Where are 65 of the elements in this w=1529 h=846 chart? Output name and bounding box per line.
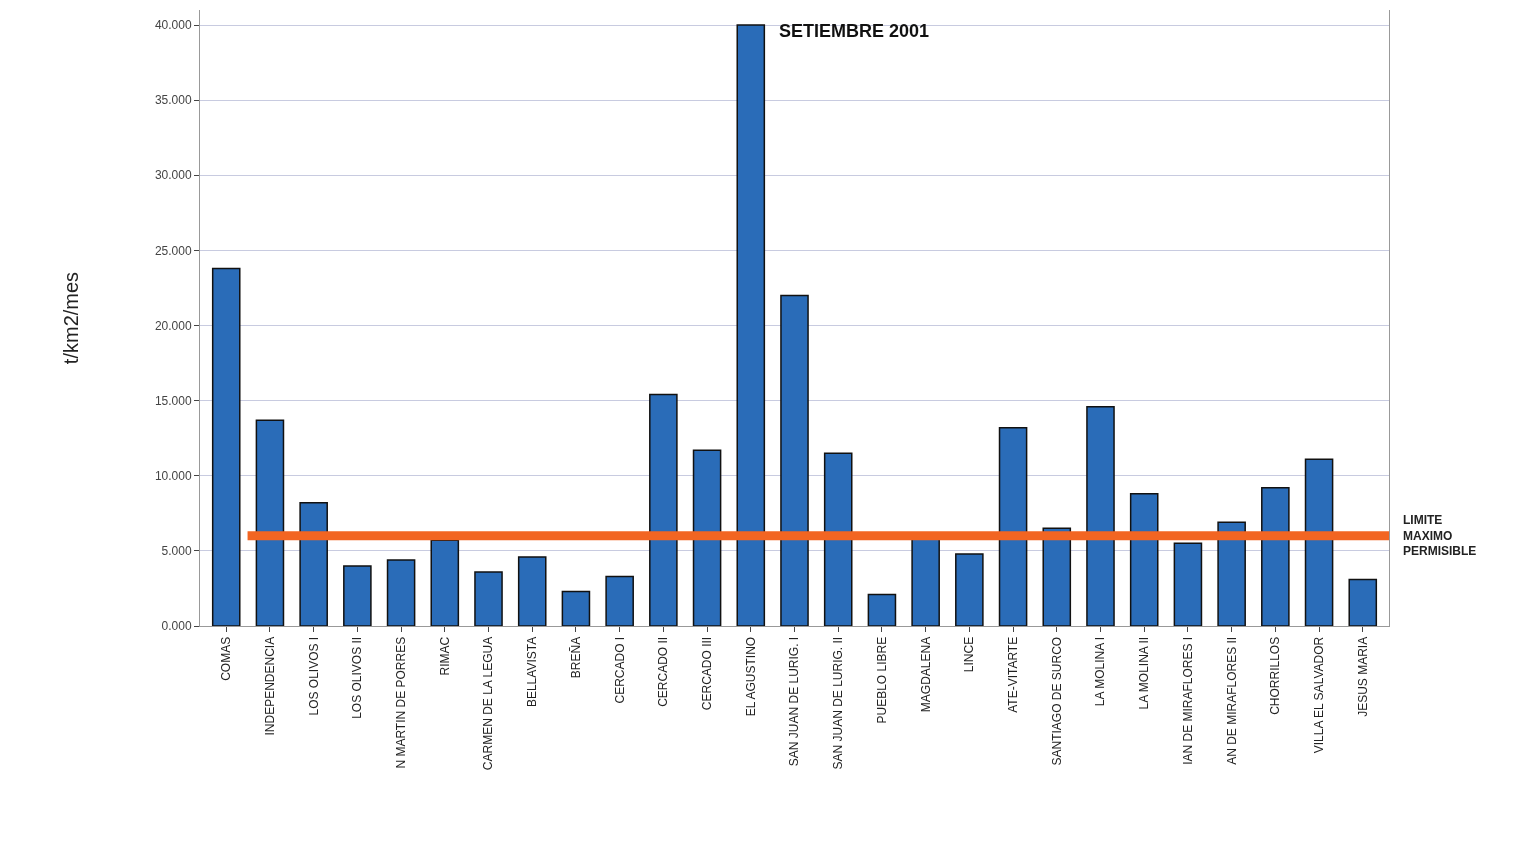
x-tick-label: SANTIAGO DE SURCO <box>1049 636 1064 766</box>
x-tick-label: CERCADO I <box>612 636 627 704</box>
x-tick-label: BELLAVISTA <box>525 636 540 708</box>
x-tick-label: CHORRILLOS <box>1268 636 1283 715</box>
ref-line-label: LIMITE MAXIMO PERMISIBLE <box>1403 513 1477 559</box>
bar <box>211 267 241 626</box>
y-tick-label: 10.000 <box>154 468 192 483</box>
bar <box>867 593 897 626</box>
x-tick-label: LINCE <box>962 636 977 673</box>
x-tick-label: RIMAC <box>437 636 452 676</box>
x-tick-label: JESUS MARIA <box>1355 636 1370 717</box>
bar <box>1086 405 1115 626</box>
y-tick-label: 35.000 <box>154 93 192 108</box>
y-tick-label: 20.000 <box>154 318 192 333</box>
bar <box>823 452 853 626</box>
x-tick-label: CARMEN DE LA LEGUA <box>481 636 496 771</box>
bar <box>1217 521 1246 626</box>
bar <box>780 294 809 626</box>
text: SETIEMBRE 2001 <box>779 21 930 41</box>
x-tick-label: VILLA EL SALVADOR <box>1311 636 1326 754</box>
x-tick-label: N MARTIN DE PORRES <box>393 636 408 769</box>
bar <box>998 426 1028 626</box>
x-tick-label: BREÑA <box>568 636 583 679</box>
y-tick-label: 40.000 <box>154 18 192 33</box>
y-tick-label: 0.000 <box>161 619 192 634</box>
x-tick-label: SAN JUAN DE LURIG. I <box>787 636 802 767</box>
x-tick-label: ATE-VITARTE <box>1005 636 1020 713</box>
x-tick-label: AN DE MIRAFLORES II <box>1224 636 1239 765</box>
x-tick-label: CERCADO III <box>699 636 714 711</box>
bar <box>299 502 328 626</box>
y-tick-label: 15.000 <box>154 393 192 408</box>
x-tick-label: SAN JUAN DE LURIG. II <box>831 636 846 770</box>
x-tick-label: LA MOLINA II <box>1137 636 1152 710</box>
bar <box>1304 458 1334 626</box>
y-tick-label: 25.000 <box>154 243 192 258</box>
x-tick-label: LOS OLIVOS II <box>350 636 365 719</box>
y-axis-title: t/km2/mes <box>60 271 83 365</box>
x-tick-label: IAN DE MIRAFLORES I <box>1180 636 1195 765</box>
bar <box>517 556 547 626</box>
bar <box>1261 487 1290 626</box>
x-tick-label: MAGDALENA <box>918 636 933 713</box>
x-tick-label: EL AGUSTINO <box>743 636 758 717</box>
bar <box>561 590 591 626</box>
bar <box>955 553 984 626</box>
x-tick-label: LA MOLINA I <box>1093 636 1108 707</box>
bar <box>649 393 678 626</box>
bar <box>736 24 766 626</box>
bar <box>605 575 634 626</box>
bar <box>343 565 372 626</box>
y-tick-label: 30.000 <box>154 168 192 183</box>
bar <box>1042 527 1072 626</box>
bar <box>1348 578 1378 626</box>
x-tick-label: LOS OLIVOS I <box>306 636 321 716</box>
x-tick-label: CERCADO II <box>656 636 671 707</box>
bar <box>1129 493 1159 626</box>
y-tick-label: 5.000 <box>161 544 192 559</box>
bar <box>255 419 285 626</box>
x-tick-label: INDEPENDENCIA <box>262 636 277 736</box>
bar <box>430 539 460 626</box>
x-tick-label: PUEBLO LIBRE <box>874 636 889 724</box>
bar <box>386 559 416 626</box>
bar <box>474 571 503 626</box>
bar <box>1173 542 1203 626</box>
bar <box>692 449 722 626</box>
x-tick-label: COMAS <box>219 636 234 681</box>
